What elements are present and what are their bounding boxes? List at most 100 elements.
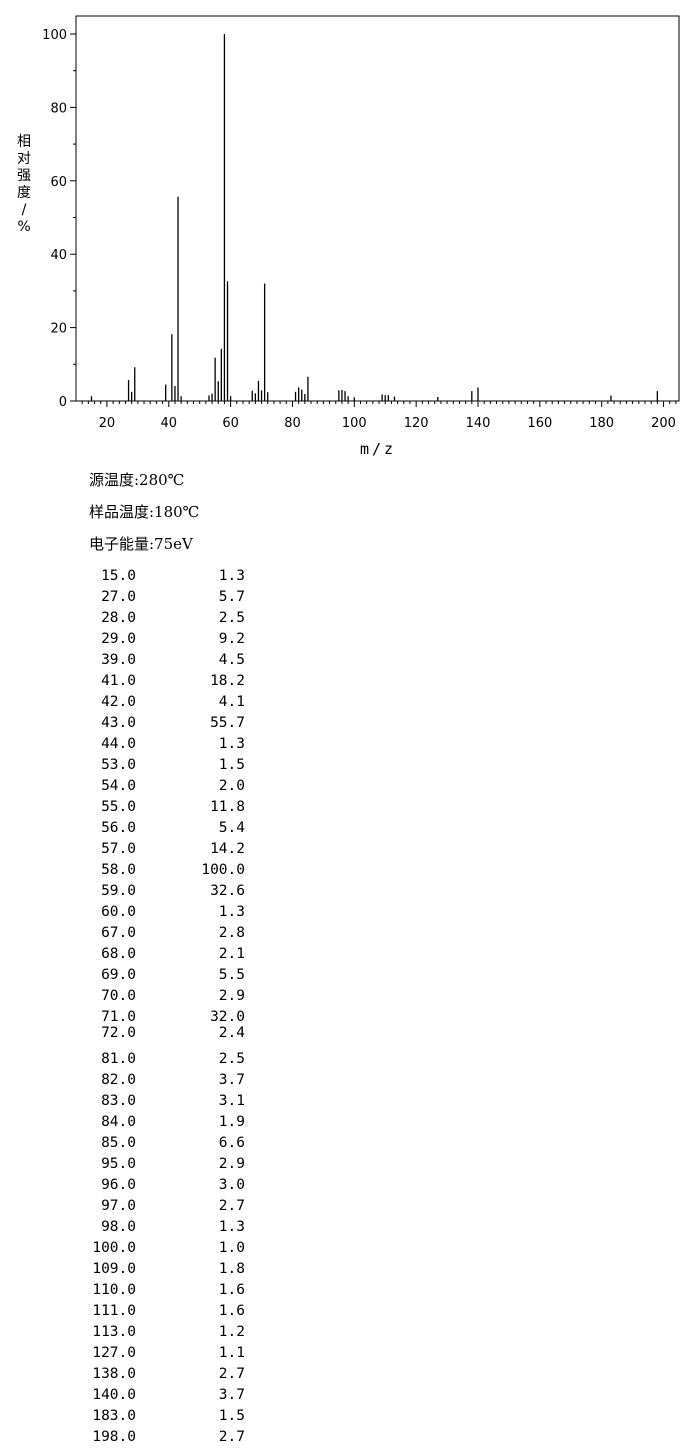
peak-mz: 113.0 <box>92 1324 136 1340</box>
peak-row: 53.0 1.5 <box>0 757 260 778</box>
peak-mz: 42.0 <box>101 694 136 710</box>
peak-abundance: 1.6 <box>218 1303 245 1319</box>
peak-row: 56.0 5.4 <box>0 820 260 841</box>
peak-abundance: 1.2 <box>218 1324 245 1340</box>
peak-row: 59.0 32.6 <box>0 883 260 904</box>
peak-mz: 138.0 <box>92 1366 136 1382</box>
peak-row: 97.0 2.7 <box>0 1198 260 1219</box>
peak-mz: 67.0 <box>101 925 136 941</box>
peak-mz: 69.0 <box>101 967 136 983</box>
peak-mz: 28.0 <box>101 610 136 626</box>
peak-mz: 111.0 <box>92 1303 136 1319</box>
peak-abundance: 11.8 <box>210 799 245 815</box>
peak-row: 113.0 1.2 <box>0 1324 260 1345</box>
peak-mz: 96.0 <box>101 1177 136 1193</box>
peak-mz: 27.0 <box>101 589 136 605</box>
axis-ticks: 20 40 60 80 100 120 140 160 180 200 0 20 40 60 80 100 <box>42 28 677 431</box>
peak-abundance: 4.1 <box>218 694 245 710</box>
peak-row: 68.0 2.1 <box>0 946 260 967</box>
peak-mz: 55.0 <box>101 799 136 815</box>
peak-mz: 95.0 <box>101 1156 136 1172</box>
y-tick-label: 40 <box>50 248 67 263</box>
peak-mz: 83.0 <box>101 1093 136 1109</box>
peak-row: 44.0 1.3 <box>0 736 260 757</box>
peak-row: 127.0 1.1 <box>0 1345 260 1366</box>
x-tick-label: 60 <box>222 416 239 431</box>
peak-mz: 56.0 <box>101 820 136 836</box>
peak-row: 109.0 1.8 <box>0 1261 260 1282</box>
peak-bars <box>90 34 659 401</box>
peak-mz: 81.0 <box>101 1051 136 1067</box>
peak-abundance: 55.7 <box>210 715 245 731</box>
peak-mz: 82.0 <box>101 1072 136 1088</box>
source-temperature: 源温度:280℃ <box>89 471 185 489</box>
peak-abundance: 9.2 <box>218 631 245 647</box>
peak-mz: 68.0 <box>101 946 136 962</box>
peak-abundance: 2.5 <box>218 610 245 626</box>
peak-row: 42.0 4.1 <box>0 694 260 715</box>
peak-mz: 85.0 <box>101 1135 136 1151</box>
peak-abundance: 2.7 <box>218 1198 245 1214</box>
peak-row: 58.0 100.0 <box>0 862 260 883</box>
peak-abundance: 2.9 <box>218 1156 245 1172</box>
peak-abundance: 2.4 <box>218 1025 245 1041</box>
peak-mz: 71.0 <box>101 1009 136 1025</box>
mass-spectrum-chart: 20 40 60 80 100 120 140 160 180 200 0 20 40 60 80 100 m… <box>17 15 680 458</box>
peak-mz: 140.0 <box>92 1387 136 1403</box>
peak-mz: 70.0 <box>101 988 136 1004</box>
x-tick-label: 200 <box>651 416 676 431</box>
peak-row: 71.0 32.0 <box>0 1009 260 1030</box>
peak-abundance: 1.3 <box>218 904 245 920</box>
peak-row: 84.0 1.9 <box>0 1114 260 1135</box>
peak-row: 98.0 1.3 <box>0 1219 260 1240</box>
peak-abundance: 32.0 <box>210 1009 245 1025</box>
y-tick-label: 0 <box>59 395 67 410</box>
peak-row: 83.0 3.1 <box>0 1093 260 1114</box>
x-tick-label: 40 <box>160 416 177 431</box>
peak-row: 183.0 1.5 <box>0 1408 260 1429</box>
peak-row: 27.0 5.7 <box>0 589 260 610</box>
peak-mz: 41.0 <box>101 673 136 689</box>
peak-abundance: 1.9 <box>218 1114 245 1130</box>
peak-mz: 183.0 <box>92 1408 136 1424</box>
peak-mz: 44.0 <box>101 736 136 752</box>
peak-mz: 97.0 <box>101 1198 136 1214</box>
peak-mz: 127.0 <box>92 1345 136 1361</box>
peak-abundance: 14.2 <box>210 841 245 857</box>
sample-temperature: 样品温度:180℃ <box>89 503 200 521</box>
x-tick-label: 20 <box>99 416 116 431</box>
peak-abundance: 2.8 <box>218 925 245 941</box>
peak-abundance: 1.1 <box>218 1345 245 1361</box>
electron-energy: 电子能量:75eV <box>89 535 193 553</box>
peak-abundance: 1.8 <box>218 1261 245 1277</box>
peak-row: 57.0 14.2 <box>0 841 260 862</box>
peak-abundance: 1.3 <box>218 1219 245 1235</box>
y-axis-label: 相对强度/% <box>17 134 31 235</box>
peak-mz: 15.0 <box>101 568 136 584</box>
peak-abundance: 1.3 <box>218 736 245 752</box>
x-tick-label: 160 <box>527 416 552 431</box>
peak-row: 138.0 2.7 <box>0 1366 260 1387</box>
peak-abundance: 3.7 <box>218 1387 245 1403</box>
peak-abundance: 5.7 <box>218 589 245 605</box>
peak-row: 95.0 2.9 <box>0 1156 260 1177</box>
peak-mz: 29.0 <box>101 631 136 647</box>
peak-abundance: 18.2 <box>210 673 245 689</box>
peak-row: 67.0 2.8 <box>0 925 260 946</box>
peak-abundance: 2.7 <box>218 1366 245 1382</box>
peak-row: 110.0 1.6 <box>0 1282 260 1303</box>
peak-row: 96.0 3.0 <box>0 1177 260 1198</box>
peak-mz: 59.0 <box>101 883 136 899</box>
peak-abundance: 1.5 <box>218 1408 245 1424</box>
peak-row: 69.0 5.5 <box>0 967 260 988</box>
peak-abundance: 3.7 <box>218 1072 245 1088</box>
peak-row: 140.0 3.7 <box>0 1387 260 1408</box>
peak-mz: 84.0 <box>101 1114 136 1130</box>
peak-row: 15.0 1.3 <box>0 568 260 589</box>
peak-mz: 57.0 <box>101 841 136 857</box>
peak-row: 41.0 18.2 <box>0 673 260 694</box>
peak-abundance: 5.5 <box>218 967 245 983</box>
peak-abundance: 3.1 <box>218 1093 245 1109</box>
peak-abundance: 1.0 <box>218 1240 245 1256</box>
peak-row: 85.0 6.6 <box>0 1135 260 1156</box>
